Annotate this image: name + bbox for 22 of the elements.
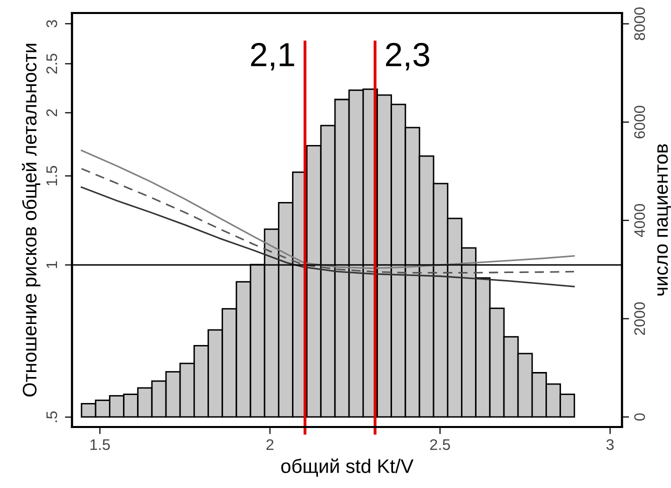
y2-tick-label: 4000 (634, 204, 646, 238)
y-tick-label: 2.5 (46, 54, 58, 74)
line-series (80, 186, 575, 288)
line-series (80, 168, 575, 274)
x-tick-label: 2.5 (430, 439, 450, 450)
y2-tick-label: 8000 (634, 7, 646, 40)
x-tick-label: 1.5 (90, 439, 110, 450)
ref-line-label: 2,3 (386, 42, 430, 70)
y-tick-label: .5 (46, 411, 58, 422)
y2-tick-label: 2000 (634, 302, 646, 335)
y-tick-label: 3 (46, 20, 58, 28)
ref-line-label: 2,1 (251, 42, 294, 70)
line-series (80, 150, 575, 270)
y-axis-title: Отношение рисков общей летальности (22, 44, 40, 396)
x-axis-title: общий std Kt/V (281, 458, 414, 477)
x-tick-label: 2 (266, 439, 274, 450)
x-tick-label: 3 (606, 439, 614, 450)
y-tick-label: 2 (46, 109, 58, 116)
y-tick-label: 1.5 (46, 166, 58, 186)
y2-tick-label: 6000 (634, 106, 646, 138)
y2-tick-label: 0 (634, 413, 646, 421)
y-tick-label: 1 (46, 261, 58, 268)
